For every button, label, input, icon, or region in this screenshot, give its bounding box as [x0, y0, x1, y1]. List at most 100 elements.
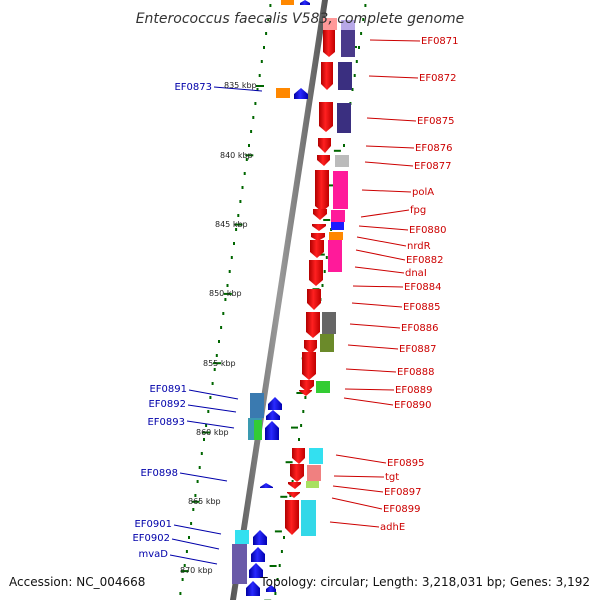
feature-ef0895-cds[interactable] [309, 448, 323, 464]
feature-ef0891-cds[interactable] [250, 393, 264, 418]
gene-ef0892[interactable] [266, 410, 280, 420]
feature-adhe-cds[interactable] [301, 500, 316, 536]
gene-label[interactable]: tgt [385, 472, 399, 483]
gene-label[interactable]: polA [412, 187, 434, 198]
gene-fpg[interactable] [313, 209, 327, 220]
feature-nrdr-cds[interactable] [329, 232, 343, 240]
gene-label[interactable]: fpg [410, 205, 426, 216]
gene-label[interactable]: EF0884 [404, 282, 442, 293]
gene-ef0902[interactable] [251, 547, 265, 562]
gene-label[interactable]: EF0876 [415, 143, 453, 154]
feature-fpg-cds[interactable] [331, 210, 345, 222]
gene-label[interactable]: EF0890 [394, 400, 432, 411]
gene-label[interactable]: EF0873 [174, 82, 212, 93]
feature-tgt-cds[interactable] [307, 465, 321, 481]
gene-label[interactable]: nrdR [407, 241, 431, 252]
feature-top-orange [281, 0, 294, 5]
gene-ef0897[interactable] [288, 482, 301, 489]
feature-ef0880-cds[interactable] [331, 222, 344, 230]
guide-dot [278, 564, 281, 567]
gene-label[interactable]: EF0871 [421, 36, 459, 47]
gene-bottom2 [266, 585, 276, 592]
guide-dot [300, 424, 303, 427]
gene-label[interactable]: EF0892 [148, 399, 186, 410]
gene-nrdr[interactable] [311, 233, 325, 241]
gene-mvad[interactable] [249, 563, 263, 578]
feature-ef0893-cds2[interactable] [254, 420, 262, 440]
gene-label[interactable]: EF0895 [387, 458, 425, 469]
gene-label[interactable]: EF0899 [383, 504, 421, 515]
feature-ef0882-cds[interactable] [328, 240, 342, 272]
gene-ef0891[interactable] [268, 397, 282, 410]
feature-ef0889-cds[interactable] [316, 381, 330, 393]
gene-ef0876[interactable] [318, 138, 331, 153]
gene-dnai[interactable] [309, 260, 323, 286]
gene-label[interactable]: EF0888 [397, 367, 435, 378]
minor-tick [274, 530, 282, 533]
feature-ef0897-cds[interactable] [306, 481, 319, 488]
guide-dot [241, 186, 244, 189]
feature-ef0877-cds[interactable] [335, 155, 349, 167]
gene-ef0889[interactable] [300, 380, 314, 392]
gene-ef0875[interactable] [319, 102, 333, 132]
gene-ef0885[interactable] [306, 312, 320, 338]
gene-label[interactable]: adhE [380, 522, 405, 533]
gene-ef0871[interactable] [323, 30, 335, 57]
guide-dot [179, 592, 182, 595]
minor-tick [296, 392, 304, 394]
gene-label[interactable]: EF0880 [409, 225, 447, 236]
gene-ef0872[interactable] [321, 62, 333, 90]
feature-ef0886-cds[interactable] [322, 312, 336, 334]
guide-dot [360, 32, 363, 35]
gene-label[interactable]: EF0891 [149, 384, 187, 395]
gene-ef0880[interactable] [312, 224, 326, 231]
gene-label[interactable]: EF0875 [417, 116, 455, 127]
feature-ef0887-cds[interactable] [320, 334, 334, 352]
feature-ef0871-cds[interactable] [341, 30, 355, 57]
tick-label: 835 kbp [224, 81, 257, 90]
gene-tgt[interactable] [290, 464, 304, 482]
gene-ef0898[interactable] [260, 483, 273, 488]
gene-label[interactable]: EF0886 [401, 323, 439, 334]
gene-pola[interactable] [315, 170, 329, 212]
feature-pola-cds[interactable] [333, 171, 348, 209]
gene-ef0893[interactable] [265, 421, 279, 440]
guide-dot [213, 368, 216, 371]
feature-ef0875-cds[interactable] [337, 103, 351, 133]
gene-label[interactable]: EF0898 [140, 468, 178, 479]
gene-label[interactable]: EF0902 [132, 533, 170, 544]
gene-adhe[interactable] [285, 500, 299, 535]
gene-label[interactable]: EF0872 [419, 73, 457, 84]
left-gene-labels: EF0873 EF0891 EF0892 EF0893 EF0898 EF090… [132, 82, 212, 560]
gene-ef0887[interactable] [304, 340, 317, 354]
guide-dot [226, 284, 229, 287]
gene-label[interactable]: EF0885 [403, 302, 441, 313]
gene-label[interactable]: mvaD [139, 549, 169, 560]
feature-ef0872-cds[interactable] [338, 62, 352, 90]
gene-ef0890[interactable] [299, 390, 312, 396]
gene-label[interactable]: EF0897 [384, 487, 422, 498]
gene-ef0895[interactable] [292, 448, 305, 464]
gene-label[interactable]: EF0893 [147, 417, 185, 428]
gene-ef0882[interactable] [310, 240, 324, 258]
gene-ef0877[interactable] [317, 155, 330, 166]
feature-ef0873-cds[interactable] [276, 88, 290, 98]
feature-ef0902-cds[interactable] [232, 544, 247, 584]
gene-label[interactable]: dnaI [405, 268, 427, 279]
gene-label[interactable]: EF0877 [414, 161, 452, 172]
gene-ef0873[interactable] [294, 88, 308, 99]
scale-tick [234, 223, 243, 226]
gene-ef0884[interactable] [307, 289, 321, 310]
guide-dot [190, 522, 193, 525]
gene-ef0888[interactable] [302, 352, 316, 380]
feature-ef0901-cds[interactable] [235, 530, 249, 544]
tick-label: 845 kbp [215, 220, 248, 229]
gene-label[interactable]: EF0882 [406, 255, 444, 266]
gene-label[interactable]: EF0901 [134, 519, 172, 530]
gene-label[interactable]: EF0889 [395, 385, 433, 396]
gene-ef0899[interactable] [287, 492, 300, 498]
gene-ef0901[interactable] [253, 530, 267, 545]
gene-label[interactable]: EF0887 [399, 344, 437, 355]
minor-tick [285, 461, 293, 464]
